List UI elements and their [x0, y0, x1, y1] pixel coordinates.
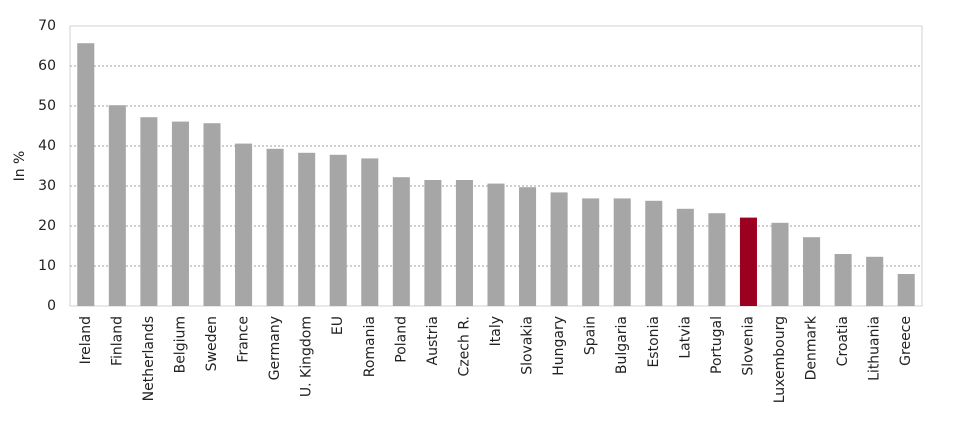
bar: [361, 158, 379, 306]
bar: [455, 180, 473, 306]
x-tick-label: Luxembourg: [772, 316, 788, 403]
y-tick-label: 70: [38, 18, 56, 34]
bar: [329, 154, 347, 306]
y-tick-label: 60: [38, 58, 56, 74]
bar: [708, 213, 726, 306]
bar: [298, 152, 316, 306]
bar: [235, 143, 253, 306]
x-tick-label: Spain: [583, 316, 599, 355]
x-tick-label: France: [236, 316, 252, 363]
bar: [424, 180, 442, 306]
x-tick-label: Italy: [488, 316, 504, 346]
x-tick-label: Estonia: [646, 316, 662, 368]
bar: [487, 183, 505, 306]
x-tick-label: Slovakia: [520, 316, 536, 375]
x-tick-label: Lithuania: [867, 316, 883, 381]
x-tick-label: Bulgaria: [614, 316, 630, 374]
bar: [582, 198, 600, 306]
bar: [108, 105, 126, 306]
bar: [519, 187, 537, 306]
bar: [171, 121, 189, 306]
bar: [834, 254, 852, 306]
y-tick-label: 20: [38, 218, 56, 234]
x-tick-label: Belgium: [172, 316, 188, 373]
bar: [550, 192, 568, 306]
bar: [77, 43, 95, 306]
x-tick-label: Portugal: [709, 316, 725, 374]
x-tick-label: Finland: [109, 316, 125, 366]
x-tick-label: Germany: [267, 316, 283, 380]
y-tick-label: 0: [47, 298, 56, 314]
x-tick-label: Latvia: [677, 316, 693, 359]
bar: [203, 123, 221, 306]
x-tick-label: Croatia: [835, 316, 851, 366]
bar: [866, 256, 884, 306]
bar: [645, 200, 663, 306]
x-tick-label: Hungary: [551, 316, 567, 376]
y-tick-label: 10: [38, 258, 56, 274]
x-tick-label: Ireland: [78, 316, 94, 364]
x-tick-label: U. Kingdom: [299, 316, 315, 397]
x-tick-label: Czech R.: [456, 316, 472, 376]
bar: [676, 208, 694, 306]
bar: [739, 217, 757, 306]
x-tick-label: Poland: [393, 316, 409, 363]
bar: [392, 177, 410, 306]
bar: [897, 274, 915, 306]
bar: [771, 222, 789, 306]
x-tick-label: Greece: [898, 316, 914, 366]
bar: [266, 148, 284, 306]
x-tick-label: Austria: [425, 316, 441, 365]
x-tick-label: Netherlands: [141, 316, 157, 401]
x-tick-label: Sweden: [204, 316, 220, 371]
bar: [140, 117, 158, 306]
x-tick-label: EU: [330, 316, 346, 335]
y-tick-label: 40: [38, 138, 56, 154]
y-tick-label: 30: [38, 178, 56, 194]
y-tick-label: 50: [38, 98, 56, 114]
bar: [613, 198, 631, 306]
x-tick-label: Slovenia: [740, 316, 756, 376]
bar: [803, 237, 821, 306]
x-tick-label: Romania: [362, 316, 378, 377]
y-axis-label: In %: [12, 151, 28, 182]
x-tick-label: Denmark: [804, 315, 820, 380]
